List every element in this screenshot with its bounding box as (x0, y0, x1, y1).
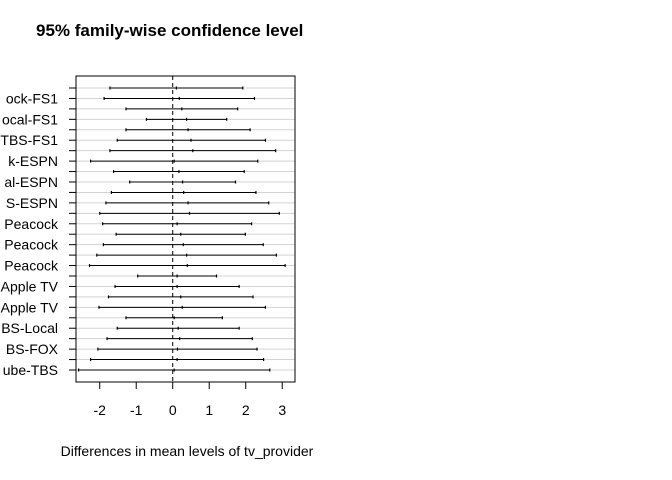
interval-10 (129, 180, 237, 184)
interval-21 (107, 295, 254, 299)
interval-22 (98, 305, 267, 309)
y-tick-label: Peacock (4, 216, 59, 232)
interval-19 (137, 274, 218, 278)
interval-24 (116, 326, 240, 330)
interval-18 (88, 264, 286, 268)
interval-3 (125, 107, 239, 111)
y-tick-label: BS-Local (1, 320, 58, 336)
x-tick-label: 2 (242, 402, 250, 418)
y-tick-label: Peacock (4, 237, 59, 253)
interval-2 (103, 96, 256, 100)
plot-frame (75, 75, 296, 383)
y-tick-label: ock-FS1 (6, 90, 58, 106)
x-tick-label: -2 (93, 402, 106, 418)
y-tick-label: Peacock (4, 258, 59, 274)
interval-15 (115, 232, 246, 236)
interval-20 (114, 284, 240, 288)
interval-6 (116, 138, 267, 142)
y-tick-label: ocal-FS1 (2, 111, 58, 127)
y-tick-label: BS-FOX (6, 341, 59, 357)
x-axis-label: Differences in mean levels of tv_provide… (61, 443, 314, 459)
grid-lines (76, 87, 295, 371)
y-tick-label: S-ESPN (6, 195, 58, 211)
interval-17 (96, 253, 277, 257)
x-tick-label: 3 (278, 402, 286, 418)
y-tick-label: TBS-FS1 (0, 132, 58, 148)
interval-25 (106, 337, 253, 341)
y-tick-label: al-ESPN (4, 174, 58, 190)
confidence-intervals (77, 86, 286, 372)
interval-5 (125, 128, 251, 132)
x-tick-label: 0 (169, 402, 177, 418)
interval-11 (110, 190, 257, 194)
y-tick-label: Apple TV (1, 299, 59, 315)
x-tick-label: 1 (205, 402, 213, 418)
x-tick-label: -1 (130, 402, 143, 418)
y-tick-label: ube-TBS (3, 362, 58, 378)
interval-12 (105, 201, 270, 205)
interval-23 (125, 316, 223, 320)
chart-title: 95% family-wise confidence level (36, 21, 303, 40)
interval-1 (109, 86, 244, 90)
interval-28 (77, 368, 271, 372)
interval-9 (112, 170, 245, 174)
x-axis: -2 -1 0 1 2 3 (93, 382, 286, 418)
interval-27 (89, 358, 265, 362)
interval-8 (89, 159, 259, 163)
interval-7 (109, 149, 277, 153)
y-axis: ock-FS1 ocal-FS1 TBS-FS1 k-ESPN al-ESPN S-ESP… (0, 87, 76, 378)
interval-16 (102, 243, 264, 247)
y-tick-label: k-ESPN (8, 153, 58, 169)
interval-14 (102, 222, 253, 226)
y-tick-label: Apple TV (1, 278, 59, 294)
interval-4 (145, 117, 228, 121)
interval-26 (97, 347, 258, 351)
interval-13 (99, 211, 280, 215)
